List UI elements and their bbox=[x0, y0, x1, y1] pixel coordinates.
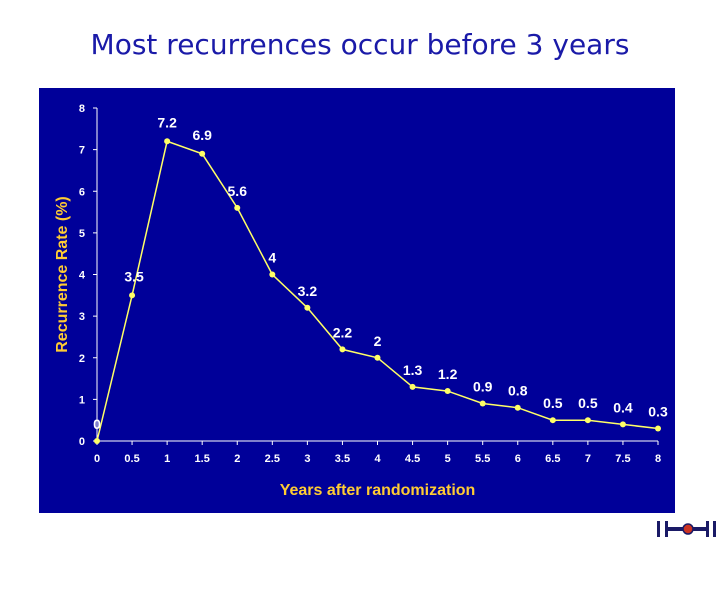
x-tick-label: 6 bbox=[515, 453, 521, 465]
y-tick-label: 7 bbox=[79, 145, 85, 157]
slide-title: Most recurrences occur before 3 years bbox=[90, 28, 630, 61]
y-tick-label: 6 bbox=[79, 186, 85, 198]
data-point bbox=[655, 425, 661, 432]
y-tick-label: 0 bbox=[79, 436, 85, 448]
data-label: 0 bbox=[93, 416, 101, 432]
y-tick-group: 0 1 2 3 4 5 6 7 8 bbox=[79, 103, 97, 448]
data-label: 4 bbox=[268, 250, 276, 266]
x-tick-label: 8 bbox=[655, 453, 661, 465]
marker-group bbox=[94, 138, 661, 444]
data-point bbox=[304, 304, 311, 311]
data-point bbox=[234, 204, 241, 211]
series-line bbox=[96, 140, 659, 442]
data-point bbox=[549, 417, 556, 424]
data-point bbox=[374, 354, 381, 361]
data-point bbox=[514, 404, 521, 411]
y-tick-label: 4 bbox=[79, 270, 86, 282]
x-tick-label: 1 bbox=[164, 453, 170, 465]
data-label: 2.2 bbox=[333, 324, 353, 340]
data-label: 7.2 bbox=[157, 114, 177, 130]
data-label: 0.5 bbox=[543, 395, 563, 411]
data-label: 1.2 bbox=[438, 366, 458, 382]
y-tick-label: 2 bbox=[79, 353, 85, 365]
data-point bbox=[269, 271, 276, 278]
x-tick-label: 1.5 bbox=[195, 453, 210, 465]
data-point bbox=[619, 421, 626, 428]
data-point bbox=[584, 417, 591, 424]
y-tick-label: 5 bbox=[79, 228, 85, 240]
slide-number: 30 bbox=[683, 585, 696, 597]
x-tick-label: 2 bbox=[234, 453, 240, 465]
data-label-group: 0 3.5 7.2 6.9 5.6 4 3.2 2.2 2 1.3 1.2 0.9 0.8 0.5 0.5 0… bbox=[93, 114, 668, 432]
data-label: 5.6 bbox=[228, 183, 248, 199]
y-tick-label: 1 bbox=[79, 394, 85, 406]
x-tick-label: 7 bbox=[585, 453, 591, 465]
data-label: 0.4 bbox=[613, 399, 633, 415]
data-point bbox=[94, 438, 100, 444]
x-tick-label: 3 bbox=[304, 453, 310, 465]
x-tick-label: 4.5 bbox=[405, 453, 420, 465]
x-tick-label: 6.5 bbox=[545, 453, 560, 465]
x-tick-label: 7.5 bbox=[615, 453, 630, 465]
data-label: 0.3 bbox=[648, 404, 668, 420]
x-tick-label: 2.5 bbox=[265, 453, 280, 465]
data-point bbox=[164, 138, 171, 145]
data-point bbox=[199, 150, 206, 157]
y-axis-title: Recurrence Rate (%) bbox=[54, 196, 71, 353]
data-label: 3.5 bbox=[124, 268, 144, 284]
x-tick-label: 0.5 bbox=[124, 453, 139, 465]
x-tick-label: 5.5 bbox=[475, 453, 490, 465]
data-label: 0.5 bbox=[578, 395, 598, 411]
recurrence-rate-chart: 0 0.5 1 1.5 2 2.5 3 3.5 4 4.5 5 5.5 6 6.5 7 7.5 8 012345… bbox=[54, 103, 668, 499]
y-tick-label: 8 bbox=[79, 103, 85, 115]
x-tick-label: 3.5 bbox=[335, 453, 350, 465]
x-tick-group: 0 0.5 1 1.5 2 2.5 3 3.5 4 4.5 5 5.5 6 6.5 7 7.5 8 bbox=[94, 441, 661, 465]
data-label: 3.2 bbox=[298, 283, 318, 299]
data-label: 2 bbox=[374, 333, 382, 349]
data-label: 6.9 bbox=[192, 127, 212, 143]
data-point bbox=[409, 383, 416, 390]
x-tick-label: 5 bbox=[445, 453, 451, 465]
data-point bbox=[339, 346, 346, 353]
y-tick-label: 3 bbox=[79, 311, 85, 323]
organization-logo bbox=[657, 521, 716, 537]
data-label: 0.9 bbox=[473, 379, 493, 395]
data-point bbox=[129, 292, 136, 299]
data-point bbox=[479, 400, 486, 407]
data-label: 0.8 bbox=[508, 383, 528, 399]
x-axis-title: Years after randomization bbox=[280, 482, 476, 499]
x-tick-label: 0 bbox=[94, 453, 100, 465]
x-tick-label: 4 bbox=[374, 453, 381, 465]
data-point bbox=[444, 388, 451, 395]
data-label: 1.3 bbox=[403, 362, 423, 378]
